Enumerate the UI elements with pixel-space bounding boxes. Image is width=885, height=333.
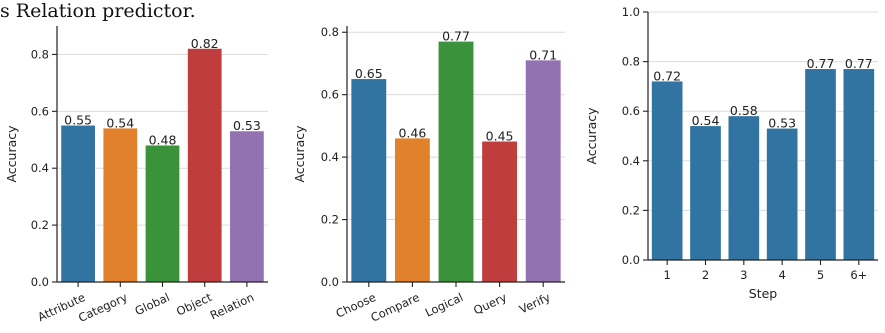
bar-attribute <box>61 125 95 282</box>
y-axis-title: Accuracy <box>4 125 19 183</box>
x-tick-label: 1 <box>664 268 671 282</box>
bar-value-label: 0.53 <box>768 116 796 131</box>
bar-2 <box>690 126 721 260</box>
x-tick-label: Global <box>133 290 172 318</box>
x-tick-label: Category <box>76 290 130 325</box>
bar-logical <box>438 41 474 282</box>
bar-4 <box>766 128 798 260</box>
bar-6 <box>843 69 875 260</box>
x-tick-label: Object <box>174 290 214 319</box>
bar-value-label: 0.55 <box>64 113 92 128</box>
y-tick-label: 0.6 <box>321 88 339 102</box>
x-tick-label: Query <box>471 290 509 318</box>
bar-value-label: 0.48 <box>149 132 177 147</box>
x-axis-title: Step <box>749 286 778 301</box>
x-tick-label: Relation <box>208 290 256 322</box>
bar-value-label: 0.65 <box>355 66 383 81</box>
y-tick-label: 0.8 <box>321 25 339 39</box>
bar-5 <box>805 69 836 260</box>
x-tick-label: 2 <box>702 268 709 282</box>
bar-1 <box>651 81 683 260</box>
bar-value-label: 0.71 <box>529 47 557 62</box>
y-tick-label: 0.4 <box>622 154 640 168</box>
bar-category <box>103 128 138 282</box>
y-tick-label: 0.2 <box>622 203 640 217</box>
y-tick-label: 0.8 <box>622 55 640 69</box>
bar-3 <box>728 116 760 260</box>
bar-verify <box>525 60 561 283</box>
y-tick-label: 0.4 <box>321 150 339 164</box>
y-tick-label: 0.8 <box>31 47 49 61</box>
chart-1: 0.00.20.40.60.80.55Attribute0.54Category… <box>4 26 268 325</box>
bar-value-label: 0.54 <box>692 113 720 128</box>
y-tick-label: 0.6 <box>31 104 49 118</box>
bar-value-label: 0.77 <box>807 56 835 71</box>
bar-global <box>145 145 180 282</box>
y-tick-label: 0.0 <box>622 253 640 267</box>
bar-value-label: 0.45 <box>486 129 514 144</box>
x-tick-label: Logical <box>423 290 465 320</box>
bar-choose <box>351 79 387 282</box>
x-tick-label: 4 <box>779 268 786 282</box>
bar-compare <box>394 138 430 282</box>
y-axis-title: Accuracy <box>292 125 307 183</box>
chart-2: 0.00.20.40.60.80.65Choose0.46Compare0.77… <box>292 25 565 325</box>
y-tick-label: 0.2 <box>31 218 49 232</box>
y-tick-label: 0.0 <box>321 275 339 289</box>
bar-value-label: 0.58 <box>730 103 758 118</box>
x-tick-label: 5 <box>817 268 824 282</box>
y-tick-label: 1.0 <box>622 5 640 19</box>
x-tick-label: 6+ <box>850 268 867 282</box>
y-tick-label: 0.4 <box>31 161 49 175</box>
y-tick-label: 0.0 <box>31 275 49 289</box>
figure-caption: s Relation predictor. <box>0 0 196 22</box>
bar-value-label: 0.54 <box>106 115 134 130</box>
chart-3: 0.0 0.2 0.4 0.6 0.8 1.0 0.72 1 0.54 2 0.58 3 0.53 4 0.… <box>584 5 878 301</box>
x-tick-label: Compare <box>368 290 421 325</box>
x-tick-label: 3 <box>740 268 747 282</box>
y-tick-label: 0.2 <box>321 213 339 227</box>
bar-relation <box>230 131 264 282</box>
bar-value-label: 0.82 <box>191 36 219 51</box>
bar-value-label: 0.72 <box>653 68 681 83</box>
bar-value-label: 0.77 <box>845 56 873 71</box>
bar-value-label: 0.53 <box>233 118 261 133</box>
bar-value-label: 0.77 <box>442 29 470 44</box>
x-tick-label: Verify <box>517 290 553 317</box>
y-tick-label: 0.6 <box>622 104 640 118</box>
y-axis-title: Accuracy <box>584 107 599 165</box>
bar-value-label: 0.46 <box>398 125 426 140</box>
bar-object <box>187 48 222 282</box>
bar-query <box>482 141 518 282</box>
